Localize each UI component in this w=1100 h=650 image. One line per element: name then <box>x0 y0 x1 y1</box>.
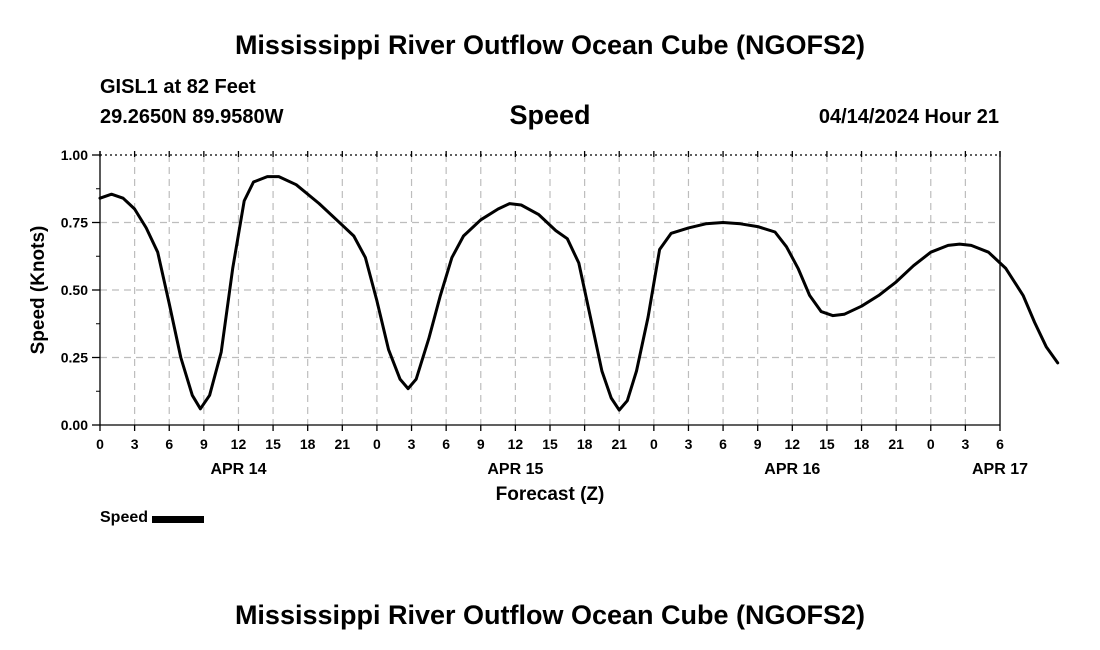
x-tick-label: 15 <box>819 436 835 452</box>
x-tick-label: 9 <box>200 436 208 452</box>
y-tick-label: 0.75 <box>61 215 88 231</box>
x-tick-label: 18 <box>577 436 593 452</box>
x-tick-label: 3 <box>961 436 969 452</box>
chart-title: Speed <box>509 100 591 130</box>
x-tick-label: 6 <box>996 436 1004 452</box>
x-tick-label: 6 <box>442 436 450 452</box>
x-tick-label: 6 <box>165 436 173 452</box>
y-tick-label: 0.50 <box>61 282 88 298</box>
station-coordinates: 29.2650N 89.9580W <box>100 106 284 128</box>
x-tick-label: 3 <box>408 436 416 452</box>
x-tick-label: 3 <box>131 436 139 452</box>
x-tick-label: 12 <box>231 436 247 452</box>
x-tick-label: 21 <box>335 436 351 452</box>
x-tick-label: 0 <box>96 436 104 452</box>
x-date-label: APR 17 <box>972 461 1028 478</box>
y-tick-label: 0.25 <box>61 350 88 366</box>
y-axis-label: Speed (Knots) <box>28 226 49 355</box>
x-tick-label: 6 <box>719 436 727 452</box>
y-tick-label: 0.00 <box>61 417 88 433</box>
page-title: Mississippi River Outflow Ocean Cube (NG… <box>234 30 866 60</box>
x-tick-label: 0 <box>927 436 935 452</box>
x-tick-label: 21 <box>888 436 904 452</box>
x-date-label: APR 15 <box>487 461 543 478</box>
x-tick-label: 18 <box>300 436 316 452</box>
y-tick-label: 1.00 <box>61 147 88 163</box>
legend-line-swatch <box>152 516 205 523</box>
speed-series-line <box>98 175 1060 412</box>
footer-title: Mississippi River Outflow Ocean Cube (NG… <box>234 600 866 630</box>
x-tick-label: 3 <box>685 436 693 452</box>
forecast-datetime: 04/14/2024 Hour 21 <box>818 106 999 128</box>
x-axis-label: Forecast (Z) <box>496 484 605 505</box>
legend-label: Speed <box>100 509 149 526</box>
station-label: GISL1 at 82 Feet <box>100 76 256 98</box>
x-tick-label: 21 <box>611 436 627 452</box>
x-date-label: APR 16 <box>764 461 820 478</box>
x-tick-label: 12 <box>785 436 801 452</box>
x-tick-label: 9 <box>477 436 485 452</box>
x-tick-label: 15 <box>265 436 281 452</box>
x-tick-label: 18 <box>854 436 870 452</box>
x-date-label: APR 14 <box>210 461 266 478</box>
x-tick-label: 9 <box>754 436 762 452</box>
x-tick-label: 12 <box>508 436 524 452</box>
x-tick-label: 0 <box>373 436 381 452</box>
x-tick-label: 0 <box>650 436 658 452</box>
x-tick-label: 15 <box>542 436 558 452</box>
legend: Speed <box>100 509 205 527</box>
